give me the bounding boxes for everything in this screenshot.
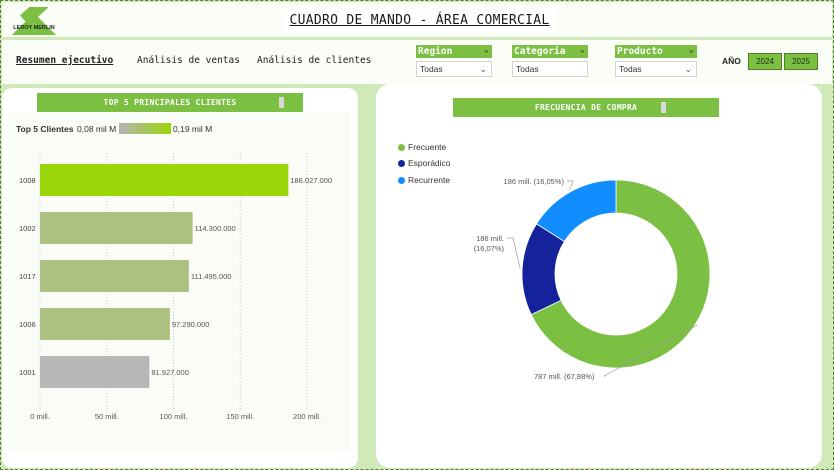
legend-dot-esporadico bbox=[398, 159, 405, 167]
year-2025-button[interactable]: 2025 bbox=[784, 53, 818, 70]
data-label: 81.927.000 bbox=[151, 368, 189, 377]
bar-1008 bbox=[40, 164, 289, 196]
tab-analisis-ventas[interactable]: Análisis de ventas bbox=[137, 55, 240, 66]
category-label: 1002 bbox=[19, 224, 36, 233]
category-label: 1006 bbox=[19, 320, 36, 329]
x-tick-label: 100 mill. bbox=[160, 412, 188, 421]
chevron-down-icon: ⌄ bbox=[688, 45, 694, 55]
legend-frecuente-label: Frecuente bbox=[408, 142, 447, 152]
legend-gradient bbox=[119, 123, 171, 134]
top-clients-title: TOP 5 PRINCIPALES CLIENTES bbox=[37, 93, 303, 112]
legend-dot-recurrente bbox=[398, 176, 405, 184]
year-2024-button[interactable]: 2024 bbox=[748, 53, 782, 70]
chevron-down-icon: ⌄ bbox=[579, 45, 585, 55]
leroy-merlin-logo: LEROY MERLIN bbox=[12, 7, 56, 35]
legend-recurrente: Recurrente bbox=[398, 175, 450, 185]
producto-filter-label: Producto bbox=[617, 46, 663, 57]
bar-1006 bbox=[40, 308, 170, 340]
x-tick-label: 50 mill. bbox=[95, 412, 119, 421]
bar-1002 bbox=[40, 212, 193, 244]
svg-text:LEROY MERLIN: LEROY MERLIN bbox=[13, 25, 54, 31]
data-label: 186.027.000 bbox=[290, 176, 332, 185]
category-label: 1008 bbox=[19, 176, 36, 185]
donut-data-label: 186 mill. bbox=[476, 234, 504, 243]
legend-min-value: 0,08 mil M bbox=[77, 124, 117, 134]
category-label: 1001 bbox=[19, 368, 36, 377]
categoria-select-value: Todas bbox=[516, 64, 539, 74]
categoria-select[interactable]: Todas bbox=[512, 61, 588, 77]
chevron-down-icon: ⌄ bbox=[483, 45, 489, 55]
region-select-value: Todas bbox=[420, 64, 443, 74]
legend-max-value: 0,19 mil M bbox=[173, 124, 213, 134]
legend-title: Top 5 Clientes bbox=[16, 124, 74, 134]
categoria-filter: Categoria ⌄ Todas bbox=[512, 45, 588, 77]
x-tick-label: 0 mill. bbox=[30, 412, 50, 421]
data-label: 114.300.000 bbox=[195, 224, 236, 233]
bar-1001 bbox=[40, 356, 150, 388]
donut-data-label: (16,07%) bbox=[474, 244, 505, 253]
x-tick-label: 200 mill. bbox=[293, 412, 321, 421]
legend-dot-frecuente bbox=[398, 143, 405, 151]
region-filter: Region ⌄ Todas ⌄ bbox=[416, 45, 492, 77]
top-clients-card: TOP 5 PRINCIPALES CLIENTES Top 5 Cliente… bbox=[2, 88, 358, 468]
legend-esporadico-label: Esporádico bbox=[408, 158, 451, 168]
donut-data-label: 186 mill. (16,05%) bbox=[504, 177, 565, 186]
title-marker bbox=[661, 102, 666, 113]
legend-frecuente: Frecuente bbox=[398, 142, 446, 152]
donut-data-label: 787 mill. (67,88%) bbox=[534, 372, 595, 381]
producto-filter: Producto ⌄ Todas ⌄ bbox=[615, 45, 697, 77]
donut-slice-recurrente bbox=[535, 179, 617, 243]
data-label: 111.495.000 bbox=[191, 272, 232, 281]
legend-recurrente-label: Recurrente bbox=[408, 175, 451, 185]
leader-line bbox=[507, 237, 521, 269]
header-bar: LEROY MERLIN CUADRO DE MANDO - ÁREA COME… bbox=[2, 2, 832, 37]
chevron-down-icon: ⌄ bbox=[684, 64, 692, 74]
page-title: CUADRO DE MANDO - ÁREA COMERCIAL bbox=[282, 10, 557, 32]
year-label: AÑO bbox=[722, 56, 741, 66]
title-marker bbox=[279, 97, 284, 108]
tab-analisis-clientes[interactable]: Análisis de clientes bbox=[257, 55, 372, 66]
chevron-down-icon: ⌄ bbox=[479, 64, 487, 74]
region-select[interactable]: Todas ⌄ bbox=[416, 61, 492, 77]
navigation-bar: Resumen ejecutivo Análisis de ventas Aná… bbox=[2, 40, 832, 84]
leader-line bbox=[603, 324, 698, 377]
purchase-frequency-donut-chart: 787 mill. (67,88%) 186 mill.(16,07%) 186 m… bbox=[474, 177, 711, 381]
bar-1017 bbox=[40, 260, 189, 292]
data-label: 97.290.000 bbox=[172, 320, 210, 329]
x-tick-label: 150 mill. bbox=[226, 412, 254, 421]
producto-select-value: Todas bbox=[619, 64, 642, 74]
leader-line bbox=[567, 180, 574, 191]
legend-esporadico: Esporádico bbox=[398, 158, 451, 168]
producto-select[interactable]: Todas ⌄ bbox=[615, 61, 697, 77]
categoria-filter-label: Categoria bbox=[514, 46, 566, 57]
region-filter-label: Region bbox=[418, 46, 453, 57]
donut-slice-frecuente bbox=[530, 179, 711, 369]
tab-resumen-ejecutivo[interactable]: Resumen ejecutivo bbox=[16, 55, 114, 66]
frequency-title: FRECUENCIA DE COMPRA bbox=[453, 98, 719, 117]
top-clients-bar-chart: 0 mill. 50 mill. 100 mill. 150 mill. 200 mil… bbox=[19, 153, 332, 421]
category-label: 1017 bbox=[19, 272, 36, 281]
purchase-frequency-card: FRECUENCIA DE COMPRA Frecuente Esporádic… bbox=[376, 84, 822, 468]
